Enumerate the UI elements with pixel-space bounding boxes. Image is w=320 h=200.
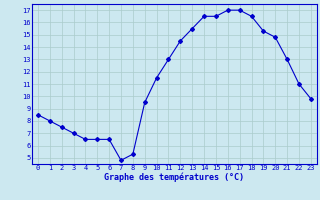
X-axis label: Graphe des températures (°C): Graphe des températures (°C) (104, 173, 244, 182)
